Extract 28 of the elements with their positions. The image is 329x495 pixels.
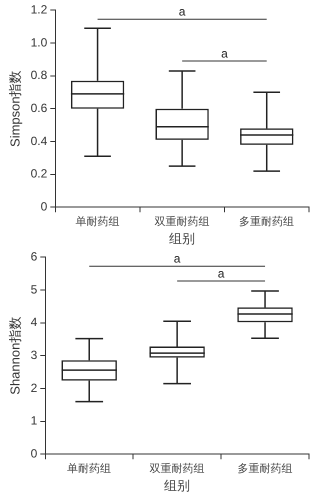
y-tick-label: 1 bbox=[30, 414, 38, 428]
annotation: a bbox=[174, 252, 181, 266]
y-tick-label: 0.6 bbox=[30, 101, 48, 116]
y-tick-label: 3 bbox=[30, 348, 38, 362]
annotation: a bbox=[178, 4, 186, 19]
y-tick-label: 1.2 bbox=[30, 2, 48, 17]
x-tick-label: 单耐药组 bbox=[67, 462, 112, 475]
y-tick-label: 6 bbox=[30, 250, 38, 264]
y-axis-title: Simpson指数 bbox=[7, 70, 22, 147]
x-tick-label: 双重耐药组 bbox=[150, 462, 205, 475]
y-tick-label: 0.4 bbox=[30, 134, 48, 148]
annotation: a bbox=[221, 46, 228, 60]
x-axis-title: 组别 bbox=[164, 478, 190, 493]
y-tick-label: 0 bbox=[40, 200, 48, 214]
annotation: a bbox=[218, 266, 225, 280]
x-tick-label: 多重耐药组 bbox=[239, 214, 294, 228]
y-tick-label: 1.0 bbox=[30, 35, 48, 50]
y-axis-title: Shannon指数 bbox=[7, 316, 22, 395]
y-tick-label: 0 bbox=[30, 446, 38, 461]
x-tick-label: 双重耐药组 bbox=[154, 214, 210, 228]
x-axis-title: 组别 bbox=[169, 230, 196, 246]
x-tick-label: 多重耐药组 bbox=[238, 462, 293, 475]
x-tick-label: 单耐药组 bbox=[76, 214, 120, 228]
y-tick-label: 2 bbox=[30, 380, 38, 395]
y-tick-label: 4 bbox=[30, 315, 38, 330]
y-tick-label: 0.8 bbox=[30, 68, 48, 82]
y-tick-label: 0.2 bbox=[30, 166, 48, 181]
y-tick-label: 5 bbox=[30, 282, 38, 296]
